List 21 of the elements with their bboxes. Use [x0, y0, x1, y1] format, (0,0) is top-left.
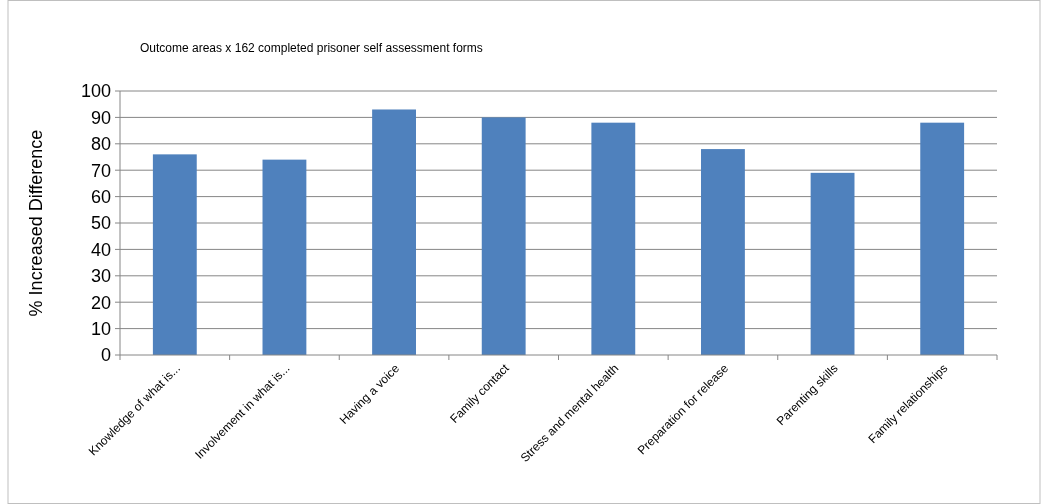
bar — [920, 122, 965, 355]
bar — [152, 154, 197, 355]
y-tick-label: 20 — [90, 292, 111, 313]
y-tick-label: 40 — [90, 239, 111, 260]
y-tick-label: 10 — [90, 318, 111, 339]
bar — [262, 159, 307, 355]
bar — [481, 117, 526, 355]
bar — [372, 109, 416, 355]
bar — [701, 149, 745, 355]
y-tick-label: 0 — [100, 345, 111, 366]
bar — [810, 172, 855, 355]
bar — [591, 122, 636, 355]
y-tick-label: 100 — [80, 81, 111, 102]
y-tick-label: 30 — [90, 266, 111, 287]
y-axis-title: % Increased Difference — [26, 129, 46, 317]
y-tick-label: 80 — [90, 134, 111, 155]
y-tick-label: 70 — [90, 160, 111, 181]
y-tick-label: 60 — [90, 186, 111, 207]
y-tick-label: 90 — [90, 107, 111, 128]
chart-title: Outcome areas x 162 completed prisoner self assessment forms — [140, 41, 483, 55]
y-tick-label: 50 — [90, 213, 111, 234]
